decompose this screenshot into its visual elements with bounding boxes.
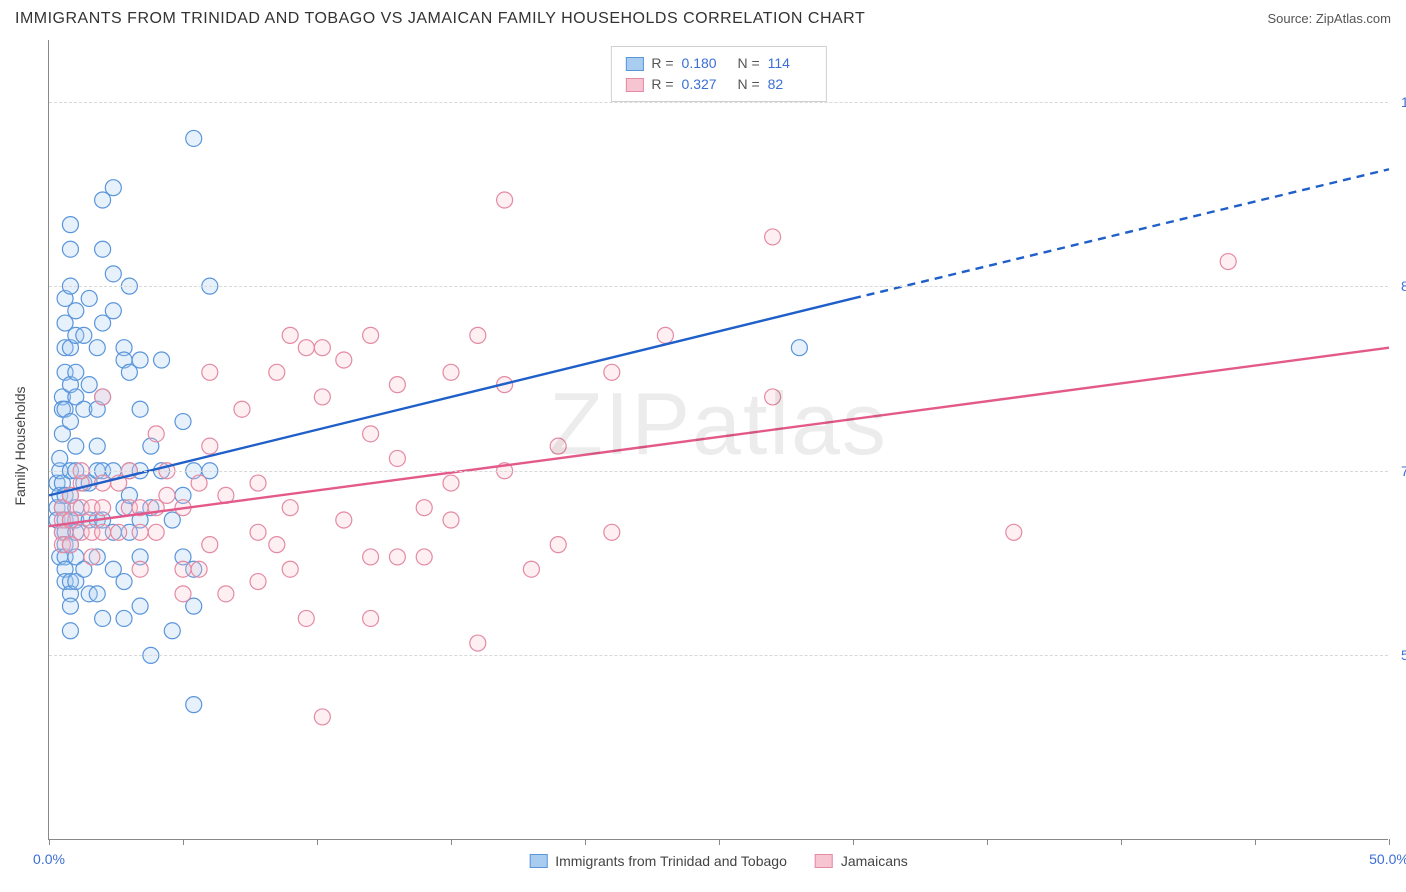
xtick [719, 839, 720, 845]
xtick [1389, 839, 1390, 845]
legend-item-jamaican: Jamaicans [815, 853, 908, 869]
y-axis-label: Family Households [12, 386, 28, 505]
series-legend: Immigrants from Trinidad and Tobago Jama… [529, 853, 908, 869]
r-label: R = [651, 53, 673, 74]
scatter-svg [49, 40, 1388, 839]
n-value-trinidad: 114 [768, 53, 812, 74]
swatch-trinidad [625, 57, 643, 71]
ytick-label: 85.0% [1393, 278, 1406, 294]
n-label: N = [734, 53, 760, 74]
xtick [1121, 839, 1122, 845]
ytick-label: 100.0% [1393, 94, 1406, 110]
swatch-trinidad-icon [529, 854, 547, 868]
gridline-h [49, 102, 1388, 103]
chart-title: IMMIGRANTS FROM TRINIDAD AND TOBAGO VS J… [15, 10, 865, 28]
r-value-jamaican: 0.327 [682, 74, 726, 95]
legend-row-trinidad: R = 0.180 N = 114 [625, 53, 811, 74]
xtick [853, 839, 854, 845]
xtick [585, 839, 586, 845]
legend-row-jamaican: R = 0.327 N = 82 [625, 74, 811, 95]
swatch-jamaican [625, 78, 643, 92]
legend-item-trinidad: Immigrants from Trinidad and Tobago [529, 853, 787, 869]
chart-plot-area: ZIPatlas R = 0.180 N = 114 R = 0.327 N =… [48, 40, 1388, 840]
xtick [1255, 839, 1256, 845]
xtick [317, 839, 318, 845]
ytick-label: 55.0% [1393, 647, 1406, 663]
gridline-h [49, 471, 1388, 472]
n-label: N = [734, 74, 760, 95]
xtick-label: 50.0% [1369, 851, 1406, 867]
ytick-label: 70.0% [1393, 463, 1406, 479]
legend-label-trinidad: Immigrants from Trinidad and Tobago [555, 853, 787, 869]
xtick-label: 0.0% [33, 851, 65, 867]
xtick [451, 839, 452, 845]
xtick [183, 839, 184, 845]
xtick [49, 839, 50, 845]
gridline-h [49, 286, 1388, 287]
swatch-jamaican-icon [815, 854, 833, 868]
xtick [987, 839, 988, 845]
legend-label-jamaican: Jamaicans [841, 853, 908, 869]
gridline-h [49, 655, 1388, 656]
source-attribution: Source: ZipAtlas.com [1267, 11, 1391, 26]
r-label: R = [651, 74, 673, 95]
correlation-legend: R = 0.180 N = 114 R = 0.327 N = 82 [610, 46, 826, 102]
r-value-trinidad: 0.180 [682, 53, 726, 74]
n-value-jamaican: 82 [768, 74, 812, 95]
